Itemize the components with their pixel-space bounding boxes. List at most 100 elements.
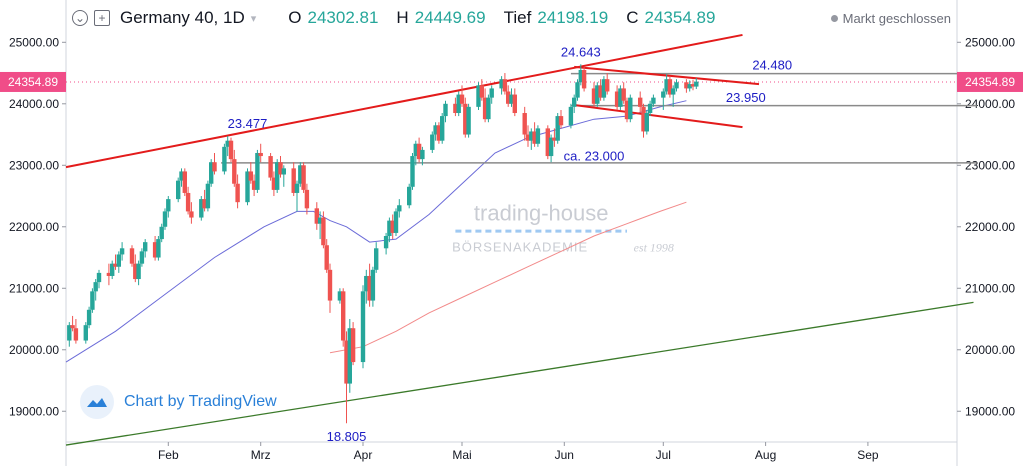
candle-body [301, 165, 306, 190]
candle-body [436, 125, 442, 141]
candle-body [476, 85, 481, 107]
symbol-title[interactable]: Germany 40, 1D [120, 8, 245, 27]
candle-body [614, 91, 620, 107]
candle-body [374, 248, 379, 270]
candle-body [456, 94, 461, 114]
x-tick-label: Jun [555, 448, 574, 462]
candle-body [159, 226, 164, 240]
candle-body [558, 116, 564, 126]
candle-body [199, 199, 204, 218]
open-label: O [288, 8, 302, 27]
symbol-header: ⌄ + Germany 40, 1D ▾ O 24302.81 H 24449.… [72, 8, 715, 28]
candle-body [136, 263, 141, 280]
candle-body [486, 97, 491, 120]
candle-body [212, 162, 217, 172]
x-tick-label: Mrz [251, 448, 271, 462]
candle-body [304, 189, 310, 209]
candle-body [605, 79, 610, 92]
candle-body [651, 97, 656, 104]
watermark-subtitle: BÖRSENAKADEMIE [452, 239, 588, 254]
candle-body [522, 113, 527, 135]
candle-body [628, 97, 633, 120]
candle-body [209, 162, 214, 184]
close-value: 24354.89 [644, 8, 716, 27]
candle-body [258, 152, 263, 157]
candle-body [595, 85, 600, 104]
candle-body [317, 217, 323, 224]
candle-body [350, 328, 356, 363]
price-tag-left [0, 71, 66, 92]
price-tag-right [957, 71, 1023, 92]
candle-body [225, 140, 230, 147]
candle-body [413, 143, 418, 157]
candle-body [618, 88, 623, 107]
candle-body [294, 183, 300, 193]
candle-body [664, 79, 669, 92]
candle-body [251, 180, 257, 190]
candle-body [367, 275, 372, 301]
x-tick-label: Feb [158, 448, 179, 462]
candle-body [189, 211, 194, 218]
candle-body [535, 128, 541, 144]
candle-body [113, 263, 118, 267]
candle-body [548, 137, 554, 157]
close-label: C [626, 8, 639, 27]
price-annotation: ca. 23.000 [564, 148, 625, 163]
y-tick-label-left: 25000.00 [9, 35, 59, 49]
candle-body [360, 291, 366, 363]
candle-body [232, 159, 237, 184]
x-tick-label: Mai [452, 448, 471, 462]
candle-body [235, 183, 240, 203]
candle-body [110, 263, 115, 276]
x-tick-label: Jul [656, 448, 671, 462]
candle-body [205, 183, 211, 209]
market-status-text: Markt geschlossen [842, 11, 951, 26]
candle-body [166, 199, 171, 212]
y-tick-label-left: 22000.00 [9, 220, 59, 234]
candle-body [410, 156, 415, 187]
candle-body [443, 103, 448, 117]
add-symbol-icon[interactable]: + [94, 10, 110, 26]
high-value: 24449.69 [414, 8, 486, 27]
candle-body [321, 217, 326, 246]
candle-body [459, 94, 465, 104]
high-label: H [396, 8, 409, 27]
candle-body [179, 171, 184, 181]
open-value: 24302.81 [307, 8, 379, 27]
price-annotation: 24.480 [752, 57, 792, 72]
y-tick-label-left: 24000.00 [9, 97, 59, 111]
candle-body [182, 171, 187, 193]
candle-body [506, 91, 511, 104]
candle-body [106, 272, 112, 276]
candle-body [509, 94, 514, 104]
candle-body [176, 180, 181, 200]
candle-body [133, 263, 138, 280]
trendline [574, 104, 743, 129]
tradingview-link[interactable]: Chart by TradingView [124, 393, 277, 410]
candle-body [499, 79, 504, 89]
candle-body [275, 162, 280, 190]
price-annotation: 24.643 [561, 44, 601, 59]
trendline [65, 301, 974, 446]
candle-body [228, 140, 234, 160]
candle-body [281, 168, 286, 175]
tradingview-attribution[interactable]: Chart by TradingView [80, 385, 277, 419]
candle-body [420, 149, 425, 160]
moving-average-slow [329, 201, 687, 354]
y-tick-label-left: 20000.00 [9, 343, 59, 357]
candle-body [581, 69, 587, 89]
candle-body [393, 211, 399, 233]
y-tick-label-left: 19000.00 [9, 404, 59, 418]
y-tick-label-right: 24000.00 [965, 97, 1015, 111]
collapse-icon[interactable]: ⌄ [72, 10, 88, 26]
market-status: Markt geschlossen [830, 11, 951, 26]
chevron-down-icon[interactable]: ▾ [250, 12, 257, 25]
candle-body [440, 116, 445, 141]
candle-body [532, 131, 537, 144]
candle-body [638, 97, 643, 107]
candle-body [684, 82, 689, 89]
price-annotation: 18.805 [327, 429, 367, 444]
candle-body [575, 82, 580, 98]
candle-body [407, 186, 412, 206]
